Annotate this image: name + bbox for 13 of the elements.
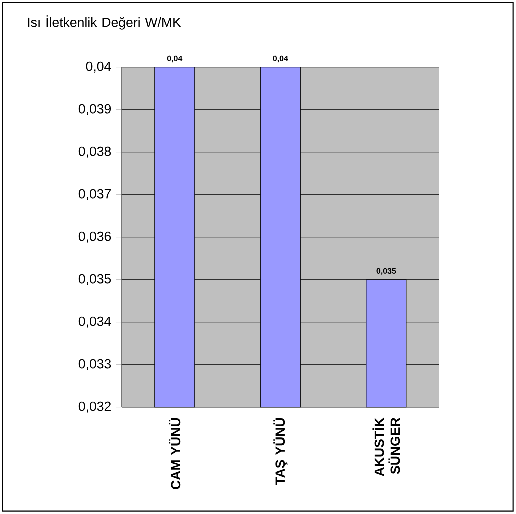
y-tick-label: 0,039 xyxy=(78,104,112,116)
y-tick-label: 0,036 xyxy=(78,232,112,243)
y-axis-title: Isı İletkenlik Değeri W/MK xyxy=(28,16,182,30)
y-tick-label: 0,04 xyxy=(86,62,112,73)
y-tick-label: 0,034 xyxy=(78,316,112,328)
x-tick-label: CAM YÜNÜ xyxy=(169,418,181,490)
y-tick-label: 0,033 xyxy=(78,359,112,370)
x-tick-label: TAŞ YÜNÜ xyxy=(274,418,288,486)
y-tick-label: 0,037 xyxy=(78,189,111,200)
y-tick-label: 0,035 xyxy=(78,274,112,286)
y-tick-label: 0,032 xyxy=(78,402,111,413)
x-tick-label: AKUSTİK SÜNGER xyxy=(372,418,400,476)
y-tick-label: 0,038 xyxy=(78,146,112,158)
